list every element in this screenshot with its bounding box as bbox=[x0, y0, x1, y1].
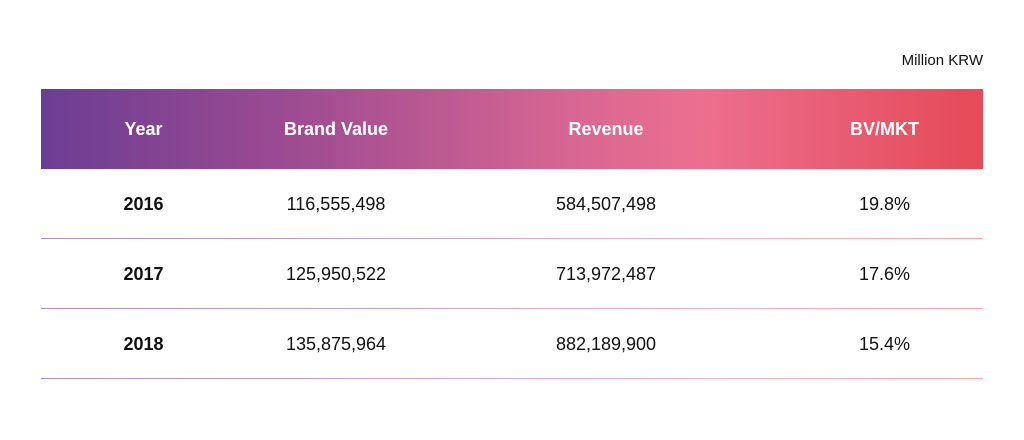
cell-bv-mkt: 19.8% bbox=[858, 193, 911, 214]
header-brand-value: Brand Value bbox=[283, 118, 389, 139]
table-row: 2016 116,555,498 584,507,498 19.8% bbox=[41, 169, 983, 239]
header-revenue: Revenue bbox=[568, 118, 644, 139]
table-header-row: Year Brand Value Revenue BV/MKT bbox=[41, 89, 983, 169]
cell-year: 2017 bbox=[123, 263, 164, 284]
cell-bv-mkt: 17.6% bbox=[858, 263, 911, 284]
cell-revenue: 713,972,487 bbox=[555, 263, 657, 284]
cell-brand-value: 116,555,498 bbox=[286, 193, 386, 214]
cell-bv-mkt: 15.4% bbox=[858, 333, 911, 354]
cell-year: 2016 bbox=[123, 193, 164, 214]
cell-brand-value: 125,950,522 bbox=[285, 263, 387, 284]
cell-brand-value: 135,875,964 bbox=[285, 333, 387, 354]
table-row: 2017 125,950,522 713,972,487 17.6% bbox=[41, 239, 983, 309]
data-table: Year Brand Value Revenue BV/MKT 2016 116… bbox=[41, 89, 983, 379]
header-year: Year bbox=[124, 118, 163, 139]
cell-revenue: 584,507,498 bbox=[555, 193, 657, 214]
table-row: 2018 135,875,964 882,189,900 15.4% bbox=[41, 309, 983, 379]
cell-revenue: 882,189,900 bbox=[555, 333, 657, 354]
cell-year: 2018 bbox=[123, 333, 164, 354]
header-bv-mkt: BV/MKT bbox=[850, 118, 919, 139]
unit-label: Million KRW bbox=[901, 52, 983, 69]
